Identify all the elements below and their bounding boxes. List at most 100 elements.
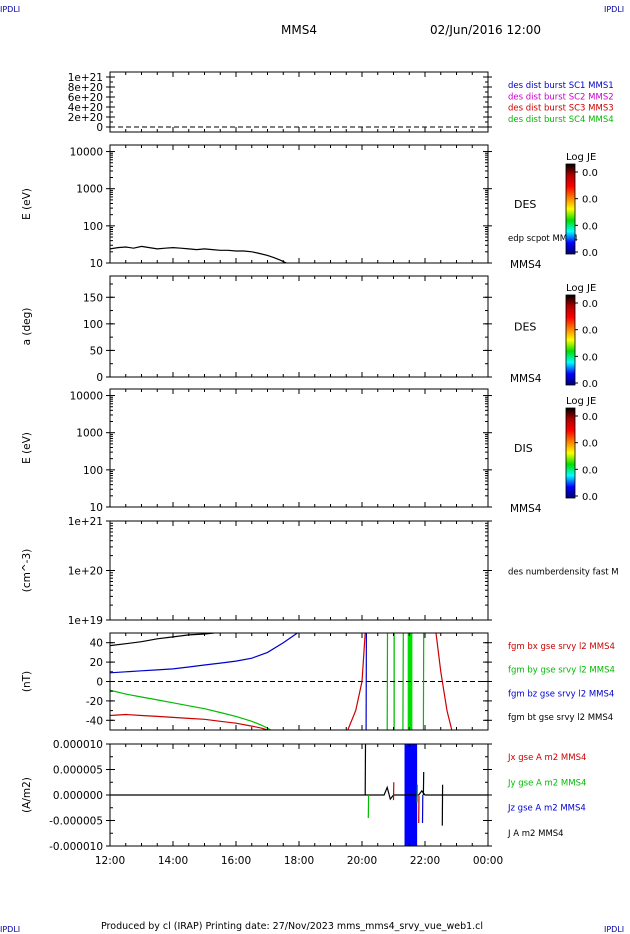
- corner-logo-top-left: IPDLI: [0, 5, 20, 14]
- frame-p1: [109, 71, 489, 133]
- plot-area-p6: [110, 633, 488, 730]
- ytick-label-p5-2: 1e+21: [68, 516, 103, 528]
- colorbar-tick-label-p4-2: 0.0: [582, 465, 598, 476]
- legend-p6-3: fgm bt gse srvy l2 MMS4: [508, 713, 613, 723]
- ytick-label-p4-0: 10: [90, 502, 103, 514]
- ytick-label-p6-0: -40: [86, 715, 103, 727]
- corner-logo-bottom-right: IPDLI: [604, 925, 624, 934]
- sc-label-p3: MMS4: [510, 373, 542, 385]
- colorbar-title-p3: Log JE: [566, 283, 596, 294]
- colorbar-tick-label-p4-0: 0.0: [582, 412, 598, 423]
- legend-p6-2: fgm bz gse srvy l2 MMS4: [508, 689, 614, 699]
- frame-p4: [109, 388, 489, 508]
- colorbar-tick-label-p2-1: 0.0: [582, 195, 598, 206]
- series-p6-2: [110, 689, 272, 730]
- ytick-label-p1-3: 6e+20: [68, 92, 103, 104]
- ytick-label-p6-4: 40: [90, 638, 103, 650]
- series-p6-5: [435, 633, 453, 730]
- legend-p1-3: des dist burst SC4 MMS4: [508, 115, 614, 125]
- sc-label-p4: MMS4: [510, 503, 542, 515]
- ytick-label-p5-0: 1e+19: [68, 615, 103, 627]
- ylabel-p2: E (eV): [21, 188, 33, 220]
- ytick-label-p1-5: 1e+21: [68, 72, 103, 84]
- xtick-label-5: 22:00: [410, 855, 440, 867]
- instrument-label-p4: DIS: [514, 442, 533, 455]
- colorbar-tick-label-p4-3: 0.0: [582, 492, 598, 503]
- colorbar-title-p2: Log JE: [566, 152, 596, 163]
- colorbar-tick-label-p3-2: 0.0: [582, 352, 598, 363]
- series-p6-4: [347, 633, 366, 730]
- xtick-label-2: 16:00: [221, 855, 251, 867]
- ytick-label-p4-3: 10000: [70, 391, 103, 403]
- colorbar-tick-label-p2-3: 0.0: [582, 248, 598, 259]
- xtick-label-1: 14:00: [158, 855, 188, 867]
- ytick-label-p2-1: 100: [83, 221, 103, 233]
- ytick-label-p3-0: 0: [96, 372, 103, 384]
- ytick-label-p1-2: 4e+20: [68, 102, 103, 114]
- colorbar-tick-label-p4-1: 0.0: [582, 439, 598, 450]
- colorbar-tick-label-p2-2: 0.0: [582, 221, 598, 232]
- overlay-label-p2: edp scpot MMS4: [508, 234, 578, 244]
- colorbar-p3: [565, 294, 576, 386]
- date-title: 02/Jun/2016 12:00: [430, 23, 541, 37]
- legend-p1-0: des dist burst SC1 MMS1: [508, 81, 614, 91]
- sc-label-p2: MMS4: [510, 259, 542, 271]
- instrument-label-p2: DES: [514, 198, 536, 211]
- series-p2-0: [110, 245, 287, 263]
- ytick-label-p5-1: 1e+20: [68, 566, 103, 578]
- ytick-label-p7-2: 0.000000: [53, 790, 103, 802]
- frame-p2: [109, 144, 489, 264]
- ytick-label-p7-3: 0.000005: [53, 765, 103, 777]
- spacecraft-title: MMS4: [281, 23, 317, 37]
- colorbar-tick-label-p2-0: 0.0: [582, 168, 598, 179]
- panel-p4: 10 100 1000 10000 E (eV) DIS MMS4 Log JE 0.0 0.0 0…: [21, 388, 598, 515]
- ytick-label-p2-3: 10000: [70, 147, 103, 159]
- legend-p7-2: Jz gse A m2 MMS4: [507, 804, 586, 814]
- legend-p6-1: fgm by gse srvy l2 MMS4: [508, 666, 615, 676]
- ytick-label-p1-4: 8e+20: [68, 82, 103, 94]
- ytick-label-p7-1: -0.000005: [49, 816, 103, 828]
- ylabel-p7: (A/m2): [21, 777, 33, 813]
- ytick-label-p2-2: 1000: [76, 184, 103, 196]
- ytick-label-p3-1: 50: [90, 345, 103, 357]
- legend-p7-3: J A m2 MMS4: [507, 829, 564, 839]
- ytick-label-p2-0: 10: [90, 258, 103, 270]
- series-p7-0: [110, 785, 488, 801]
- legend-p1-1: des dist burst SC2 MMS2: [508, 92, 614, 102]
- footer-credit: Produced by cl (IRAP) Printing date: 27/…: [101, 921, 483, 932]
- xtick-label-0: 12:00: [95, 855, 125, 867]
- plot-area-p7: [110, 744, 488, 846]
- ylabel-p5: (cm^-3): [21, 549, 33, 592]
- ytick-label-p4-1: 100: [83, 465, 103, 477]
- colorbar-tick-label-p3-0: 0.0: [582, 299, 598, 310]
- ytick-label-p3-2: 100: [83, 319, 103, 331]
- frame-p3: [109, 275, 489, 378]
- ytick-label-p6-2: 0: [96, 677, 103, 689]
- ytick-label-p4-2: 1000: [76, 428, 103, 440]
- ytick-label-p6-1: -20: [86, 696, 103, 708]
- legend-p7-0: Jx gse A m2 MMS4: [507, 753, 586, 763]
- instrument-label-p3: DES: [514, 321, 536, 334]
- colorbar-tick-label-p3-1: 0.0: [582, 326, 598, 337]
- ytick-label-p1-0: 0: [96, 122, 103, 134]
- panel-p5: 1e+19 1e+20 1e+21 (cm^-3) des numberdensity …: [21, 516, 619, 627]
- ytick-label-p1-1: 2e+20: [68, 112, 103, 124]
- panel-p2: 10 100 1000 10000 E (eV) DES MMS4 edp scpot MMS…: [21, 144, 598, 271]
- ytick-label-p7-0: -0.000010: [49, 841, 103, 853]
- legend-p6-0: fgm bx gse srvy l2 MMS4: [508, 642, 615, 652]
- colorbar-p4: [565, 407, 576, 499]
- colorbar-tick-label-p3-3: 0.0: [582, 379, 598, 390]
- corner-logo-top-right: IPDLI: [604, 5, 624, 14]
- ytick-label-p7-4: 0.000010: [53, 739, 103, 751]
- series-p6-0: [110, 633, 215, 647]
- ylabel-p4: E (eV): [21, 432, 33, 464]
- legend-p5-0: des numberdensity fast M: [508, 568, 619, 578]
- ylabel-p3: a (deg): [21, 308, 33, 346]
- ytick-label-p6-3: 20: [90, 657, 103, 669]
- xtick-label-4: 20:00: [347, 855, 377, 867]
- colorbar-title-p4: Log JE: [566, 396, 596, 407]
- ylabel-p6: (nT): [21, 671, 33, 692]
